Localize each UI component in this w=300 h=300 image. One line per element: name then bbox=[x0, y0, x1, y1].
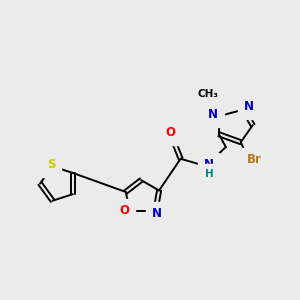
Text: N: N bbox=[204, 158, 214, 171]
Text: Br: Br bbox=[247, 153, 262, 166]
Text: H: H bbox=[205, 169, 213, 179]
Text: S: S bbox=[47, 158, 55, 171]
Text: N: N bbox=[244, 100, 254, 113]
Text: O: O bbox=[120, 204, 130, 218]
Text: N: N bbox=[208, 108, 218, 121]
Text: CH₃: CH₃ bbox=[197, 89, 218, 99]
Text: O: O bbox=[165, 126, 176, 139]
Text: N: N bbox=[152, 207, 162, 220]
